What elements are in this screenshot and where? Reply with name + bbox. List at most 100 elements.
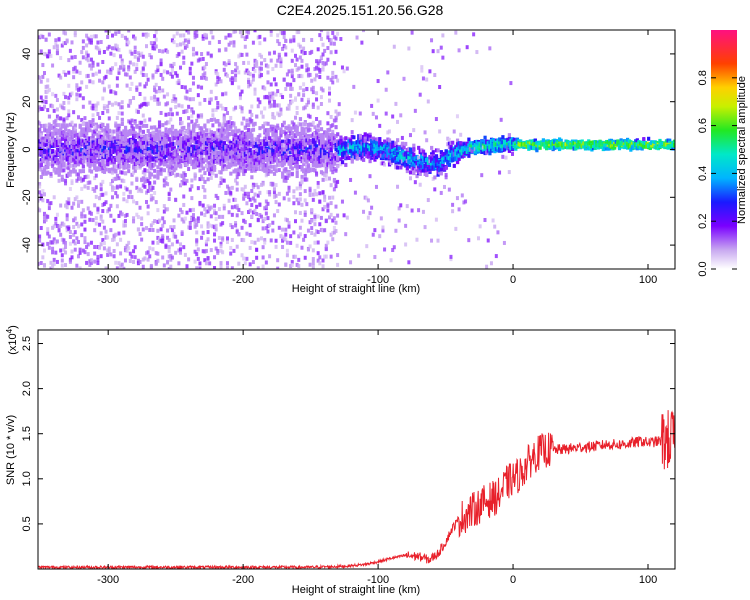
heatmap-cell	[253, 63, 257, 68]
heatmap-cell	[193, 249, 197, 254]
heatmap-cell	[206, 209, 210, 214]
heatmap-cell	[208, 223, 212, 228]
heatmap-cell	[214, 216, 218, 221]
heatmap-cell	[138, 91, 142, 96]
heatmap-cell	[195, 242, 199, 247]
heatmap-cell	[227, 132, 231, 137]
heatmap-cell	[224, 148, 228, 153]
heatmap-cell	[221, 167, 225, 172]
heatmap-cell	[337, 150, 341, 155]
heatmap-cell	[83, 227, 87, 232]
heatmap-cell	[204, 239, 208, 244]
heatmap-cell	[279, 107, 283, 112]
heatmap-cell	[217, 151, 221, 156]
heatmap-cell	[62, 222, 66, 227]
heatmap-cell	[196, 58, 200, 63]
heatmap-cell	[164, 150, 168, 155]
heatmap-cell	[174, 142, 178, 147]
heatmap-cell	[209, 158, 213, 163]
heatmap-cell	[183, 95, 187, 100]
heatmap-cell	[169, 147, 173, 152]
heatmap-cell	[302, 169, 306, 174]
heatmap-cell	[248, 197, 252, 202]
heatmap-cell	[188, 149, 192, 154]
heatmap-cell	[281, 147, 285, 152]
heatmap-cell	[157, 237, 161, 242]
heatmap-cell	[64, 141, 68, 146]
heatmap-cell	[38, 167, 40, 172]
heatmap-cell	[213, 159, 217, 164]
heatmap-cell	[64, 178, 68, 183]
heatmap-cell	[175, 43, 179, 48]
heatmap-cell	[350, 118, 354, 123]
heatmap-cell	[117, 111, 121, 116]
heatmap-cell	[303, 255, 307, 260]
heatmap-cell	[285, 158, 290, 163]
heatmap-cell	[180, 210, 184, 215]
heatmap-cell	[310, 87, 314, 92]
heatmap-cell	[91, 122, 95, 127]
heatmap-cell	[41, 153, 45, 158]
heatmap-cell	[145, 138, 149, 143]
heatmap-cell	[170, 64, 174, 69]
heatmap-cell	[179, 164, 183, 169]
heatmap-cell	[302, 148, 306, 153]
heatmap-cell	[128, 258, 132, 263]
heatmap-cell	[183, 140, 188, 145]
heatmap-cell	[329, 164, 333, 169]
heatmap-cell	[221, 135, 225, 140]
heatmap-cell	[237, 141, 241, 146]
heatmap-cell	[203, 188, 207, 193]
heatmap-cell	[195, 222, 199, 227]
heatmap-cell	[206, 150, 210, 155]
heatmap-cell	[72, 201, 76, 206]
heatmap-cell	[216, 157, 220, 162]
heatmap-cell	[242, 187, 246, 192]
heatmap-cell	[76, 132, 81, 137]
heatmap-cell	[83, 143, 87, 148]
heatmap-cell	[303, 145, 307, 150]
heatmap-cell	[136, 227, 140, 232]
heatmap-cell	[276, 140, 280, 145]
heatmap-cell	[316, 47, 320, 52]
heatmap-cell	[211, 160, 215, 165]
heatmap-cell	[185, 154, 189, 159]
heatmap-cell	[146, 128, 150, 133]
heatmap-cell	[198, 154, 202, 159]
heatmap-cell	[51, 136, 55, 141]
heatmap-cell	[284, 139, 288, 144]
heatmap-cell	[350, 134, 354, 139]
heatmap-cell	[269, 238, 273, 243]
heatmap-cell	[120, 212, 124, 217]
heatmap-cell	[75, 69, 79, 74]
heatmap-cell	[114, 164, 118, 169]
heatmap-cell	[65, 165, 69, 170]
heatmap-cell	[250, 80, 254, 85]
heatmap-cell	[324, 140, 328, 145]
heatmap-cell	[232, 107, 236, 112]
heatmap-cell	[86, 150, 90, 155]
heatmap-cell	[292, 160, 296, 165]
heatmap-cell	[201, 34, 205, 39]
heatmap-cell	[240, 155, 244, 160]
heatmap-cell	[102, 164, 107, 169]
heatmap-cell	[321, 151, 325, 156]
heatmap-cell	[344, 136, 348, 141]
heatmap-cell	[59, 75, 63, 80]
heatmap-cell	[268, 136, 272, 141]
heatmap-cell	[52, 195, 56, 200]
heatmap-cell	[167, 249, 171, 254]
heatmap-cell	[200, 147, 204, 152]
heatmap-cell	[120, 163, 124, 168]
heatmap-cell	[102, 76, 106, 81]
heatmap-cell	[117, 153, 121, 158]
heatmap-cell	[237, 167, 241, 172]
heatmap-cell	[114, 191, 118, 196]
heatmap-cell	[255, 63, 259, 68]
heatmap-cell	[182, 55, 186, 60]
heatmap-cell	[310, 210, 314, 215]
heatmap-cell	[51, 139, 55, 144]
heatmap-cell	[72, 110, 76, 115]
heatmap-cell	[300, 130, 304, 135]
heatmap-cell	[110, 149, 115, 154]
